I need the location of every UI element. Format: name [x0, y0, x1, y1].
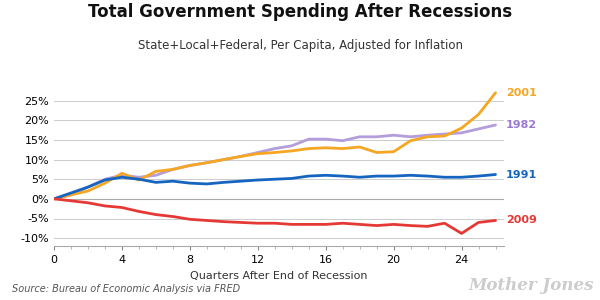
- Text: 2001: 2001: [506, 88, 536, 98]
- Text: Source: Bureau of Economic Analysis via FRED: Source: Bureau of Economic Analysis via …: [12, 284, 240, 294]
- Text: 1991: 1991: [506, 169, 537, 179]
- Text: Total Government Spending After Recessions: Total Government Spending After Recessio…: [88, 3, 512, 21]
- Text: 1982: 1982: [506, 120, 537, 130]
- Text: Mother Jones: Mother Jones: [469, 277, 594, 294]
- X-axis label: Quarters After End of Recession: Quarters After End of Recession: [190, 271, 368, 281]
- Text: State+Local+Federal, Per Capita, Adjusted for Inflation: State+Local+Federal, Per Capita, Adjuste…: [137, 39, 463, 52]
- Text: 2009: 2009: [506, 215, 536, 226]
